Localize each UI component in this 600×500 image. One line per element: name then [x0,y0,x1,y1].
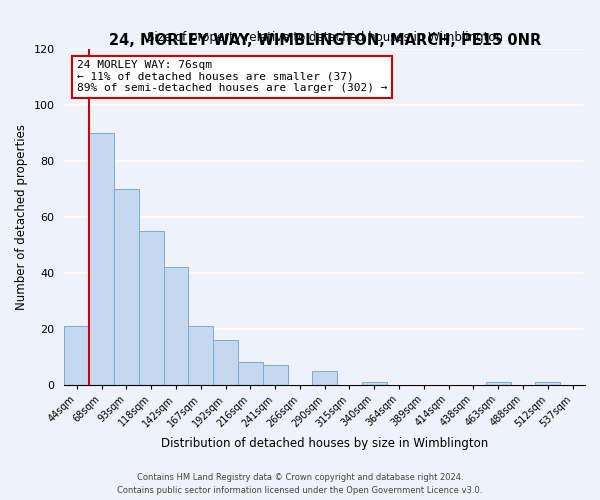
Bar [238,362,263,384]
Bar [139,230,164,384]
X-axis label: Distribution of detached houses by size in Wimblington: Distribution of detached houses by size … [161,437,488,450]
Bar [263,365,287,384]
Text: Contains HM Land Registry data © Crown copyright and database right 2024.
Contai: Contains HM Land Registry data © Crown c… [118,474,482,495]
Bar [164,267,188,384]
Text: Size of property relative to detached houses in Wimblington: Size of property relative to detached ho… [147,30,503,44]
Bar [188,326,213,384]
Bar [64,326,89,384]
Bar [486,382,511,384]
Bar [362,382,386,384]
Bar [313,370,337,384]
Title: 24, MORLEY WAY, WIMBLINGTON, MARCH, PE15 0NR: 24, MORLEY WAY, WIMBLINGTON, MARCH, PE15… [109,32,541,48]
Bar [213,340,238,384]
Text: 24 MORLEY WAY: 76sqm
← 11% of detached houses are smaller (37)
89% of semi-detac: 24 MORLEY WAY: 76sqm ← 11% of detached h… [77,60,387,93]
Bar [114,189,139,384]
Bar [535,382,560,384]
Bar [89,133,114,384]
Y-axis label: Number of detached properties: Number of detached properties [15,124,28,310]
